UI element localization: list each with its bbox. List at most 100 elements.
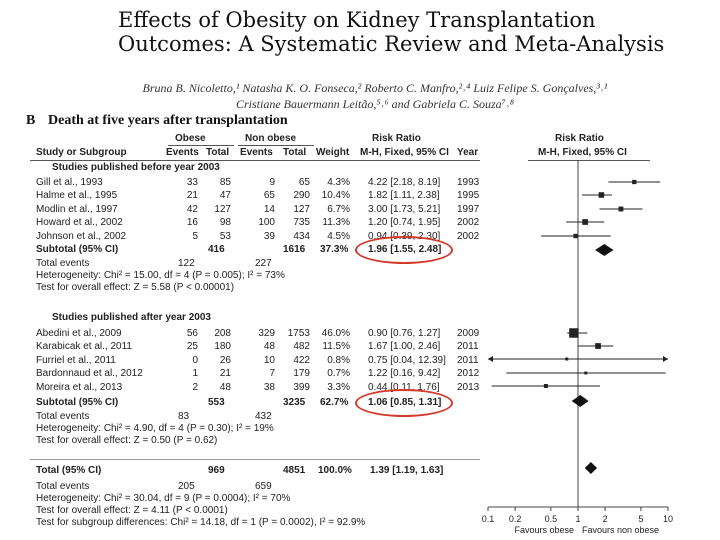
- row-events-obese: 56: [186, 328, 198, 339]
- row-year: 2013: [457, 381, 480, 393]
- title-line-1: Effects of Obesity on Kidney Transplanta…: [118, 8, 596, 32]
- study-point: [632, 179, 637, 185]
- subgroup-2-subtotal-label: Subtotal (95% CI): [36, 397, 119, 408]
- study-point: [543, 384, 548, 388]
- subgroup-2-subtotal-weight: 62.7%: [320, 397, 349, 408]
- row-year: 1995: [457, 190, 480, 202]
- study-point: [595, 343, 601, 349]
- row-events-obese: 25: [186, 341, 198, 353]
- header-total: Total: [206, 147, 230, 158]
- overall-total: 969: [208, 465, 225, 476]
- subgroup-1-heterogeneity: Heterogeneity: Chi² = 15.00, df = 4 (P =…: [36, 270, 285, 281]
- row-events-obese: 2: [192, 381, 198, 393]
- overall-ci: 1.39 [1.19, 1.63]: [370, 465, 444, 476]
- subgroup-1-subtotal-total-2: 1616: [283, 244, 306, 255]
- authors-line-1: Bruna B. Nicoletto,¹ Natasha K. O. Fonse…: [142, 81, 608, 95]
- header-method: M-H, Fixed, 95% CI: [360, 147, 449, 158]
- subgroup-2-subtotal-total-2: 3235: [283, 397, 306, 408]
- row-weight: 0.7%: [327, 368, 350, 380]
- row-total-obese: 127: [214, 203, 231, 215]
- row-total-obese: 208: [214, 328, 231, 339]
- favours-obese-label: Favours obese: [514, 525, 574, 535]
- row-year: 2002: [457, 230, 480, 242]
- row-events-obese: 1: [192, 368, 198, 380]
- row-events-nonobese: 7: [269, 368, 275, 380]
- row-weight: 3.3%: [327, 381, 350, 393]
- overall-label: Total (95% CI): [36, 465, 102, 476]
- header-rule: [30, 160, 480, 161]
- row-events-nonobese: 10: [263, 354, 275, 366]
- subgroup-1-events-obese: 122: [178, 258, 195, 269]
- panel-label: B: [26, 113, 36, 128]
- header-method-right: M-H, Fixed, 95% CI: [538, 147, 627, 158]
- row-total-obese: 48: [219, 381, 231, 393]
- row-events-nonobese: 100: [258, 217, 275, 229]
- row-year: 2011: [457, 354, 479, 366]
- row-year: 2009: [457, 328, 480, 339]
- row-weight: 10.4%: [321, 190, 350, 202]
- row-events-nonobese: 65: [263, 190, 275, 202]
- row-total-nonobese: 65: [298, 177, 310, 188]
- row-total-nonobese: 290: [293, 190, 310, 202]
- title-line-2: Outcomes: A Systematic Review and Meta-A…: [118, 32, 665, 56]
- paper-title: Effects of Obesity on Kidney Transplanta…: [118, 8, 664, 56]
- row-events-obese: 0: [192, 354, 198, 366]
- subgroup-1-subtotal-weight: 37.3%: [320, 244, 349, 255]
- row-risk-ratio-ci: 0.90 [0.76, 1.27]: [368, 328, 441, 339]
- study-point: [598, 192, 605, 198]
- row-total-obese: 53: [219, 230, 231, 242]
- header-non-obese: Non obese: [245, 133, 297, 144]
- row-study: Bardonnaud et al., 2012: [36, 368, 143, 380]
- subgroup-2-subtotal-total: 553: [208, 397, 225, 408]
- row-weight: 0.8%: [327, 354, 350, 366]
- overall-events-nonobese: 659: [255, 481, 272, 492]
- study-point: [573, 233, 578, 239]
- row-events-obese: 42: [186, 203, 198, 215]
- row-year: 1993: [457, 177, 480, 188]
- header-obese: Obese: [175, 133, 206, 144]
- header-risk-ratio-right: Risk Ratio: [555, 133, 604, 144]
- row-events-nonobese: 329: [258, 328, 275, 339]
- subgroup-1-highlight-ring: [355, 236, 453, 264]
- row-study: Furriel et al., 2011: [36, 354, 116, 366]
- overall-total-2: 4851: [283, 465, 306, 476]
- nonobese-underline: [238, 145, 314, 146]
- subgroup-2-events-obese: 83: [178, 411, 190, 422]
- study-point: [565, 357, 569, 361]
- x-tick-label: 10: [663, 514, 673, 524]
- subgroup-1-heading: Studies published before year 2003: [52, 162, 220, 173]
- row-risk-ratio-ci: 1.82 [1.11, 2.38]: [368, 190, 440, 202]
- row-risk-ratio-ci: 1.20 [0.74, 1.95]: [368, 217, 441, 229]
- header-risk-ratio: Risk Ratio: [372, 133, 421, 144]
- row-events-nonobese: 39: [263, 230, 275, 242]
- ci-arrow: [663, 356, 668, 362]
- subgroup-1-events-nonobese: 227: [255, 258, 272, 269]
- row-risk-ratio-ci: 1.67 [1.00, 2.46]: [368, 341, 441, 353]
- row-total-nonobese: 179: [293, 368, 310, 380]
- row-study: Karabicak et al., 2011: [36, 341, 132, 353]
- row-events-nonobese: 38: [263, 381, 275, 393]
- obese-underline: [168, 145, 234, 146]
- row-total-nonobese: 1753: [287, 328, 310, 339]
- row-year: 2012: [457, 368, 480, 380]
- row-events-nonobese: 9: [269, 177, 275, 188]
- subgroup-2-events-nonobese: 432: [255, 411, 272, 422]
- row-risk-ratio-ci: 4.22 [2.18, 8.19]: [368, 177, 441, 188]
- overall-weight: 100.0%: [318, 465, 352, 476]
- row-year: 1997: [457, 203, 480, 215]
- row-total-nonobese: 482: [293, 341, 310, 353]
- header-rule-right: [528, 160, 650, 161]
- row-events-obese: 21: [186, 190, 198, 202]
- x-tick-label: 0.1: [482, 514, 495, 524]
- overall-heterogeneity: Heterogeneity: Chi² = 30.04, df = 9 (P =…: [36, 493, 291, 504]
- row-year: 2002: [457, 217, 480, 229]
- row-total-nonobese: 399: [293, 381, 310, 393]
- x-tick-label: 5: [638, 514, 643, 524]
- x-tick-label: 2: [603, 514, 608, 524]
- overall-effect: Test for overall effect: Z = 4.11 (P < 0…: [36, 505, 228, 516]
- study-point: [584, 371, 588, 375]
- header-events-2: Events: [240, 147, 273, 158]
- subgroup-1-subtotal-label: Subtotal (95% CI): [36, 244, 119, 255]
